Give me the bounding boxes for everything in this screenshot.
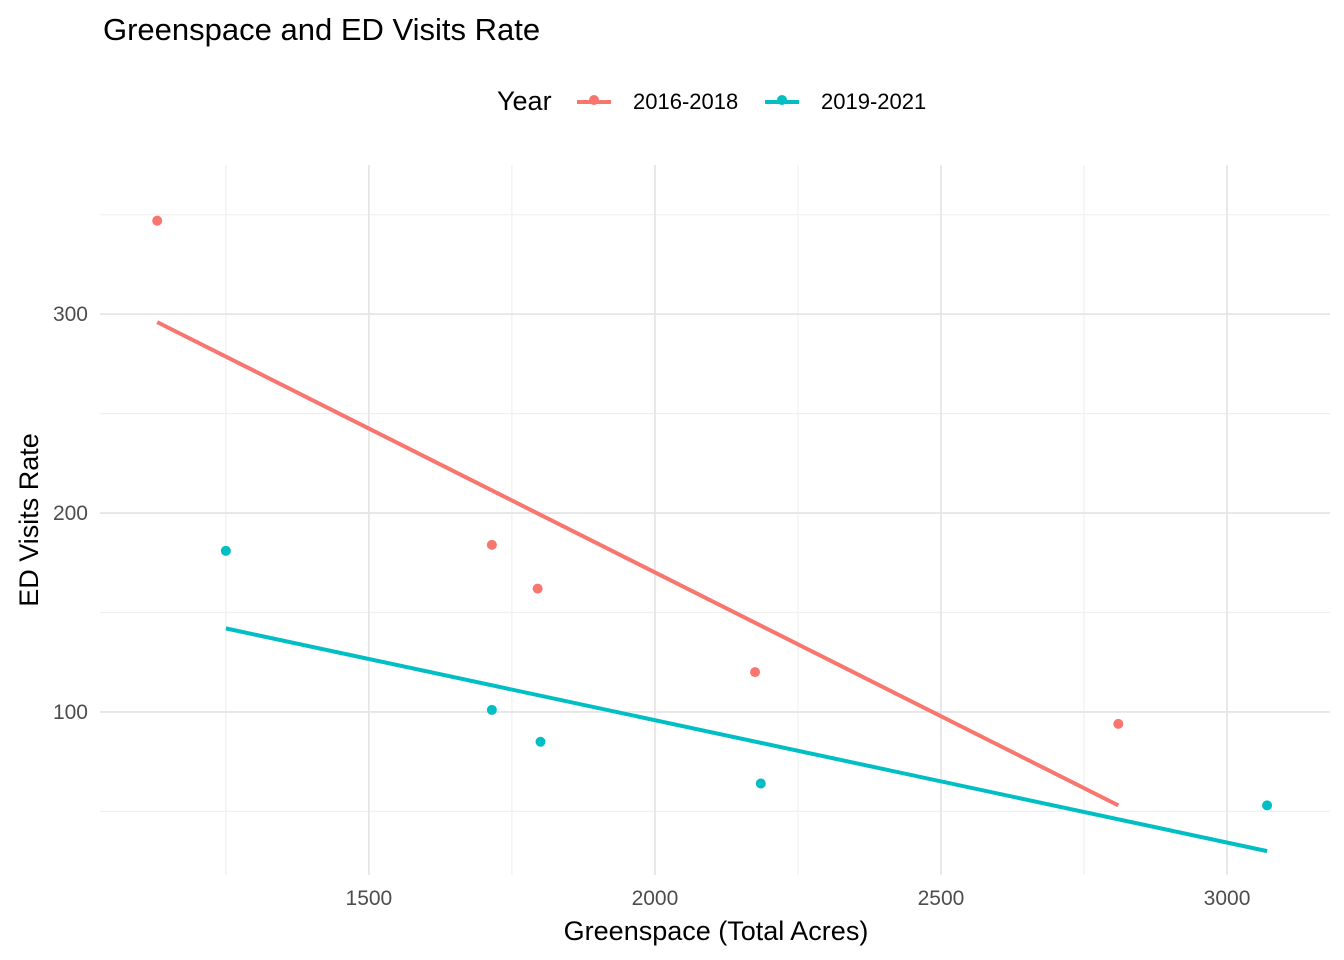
x-axis-title: Greenspace (Total Acres) [564, 916, 869, 946]
y-tick-label: 200 [53, 502, 88, 525]
point-2016-2018 [1113, 718, 1124, 729]
y-tick-label: 100 [53, 701, 88, 724]
legend-dot-2019-2021 [777, 95, 787, 105]
point-2019-2021 [755, 778, 766, 789]
y-axis-title: ED Visits Rate [14, 433, 44, 607]
data-points [152, 215, 1273, 811]
legend-title: Year [497, 86, 552, 116]
x-tick-label: 2000 [632, 887, 679, 910]
trend-line-2019-2021 [225, 626, 1268, 854]
legend: Year 2016-2018 2019-2021 [0, 84, 1344, 120]
trend-line-2016-2018 [156, 320, 1120, 808]
trend-lines [156, 320, 1268, 854]
legend-label-2019-2021: 2019-2021 [821, 89, 927, 114]
point-2019-2021 [1262, 800, 1273, 811]
legend-dot-2016-2018 [589, 95, 599, 105]
point-2019-2021 [535, 736, 546, 747]
grid [100, 165, 1330, 875]
point-2019-2021 [220, 545, 231, 556]
y-tick-label: 300 [53, 303, 88, 326]
x-tick-label: 1500 [346, 887, 393, 910]
y-tick-labels: 100 200 300 [53, 303, 88, 724]
chart-title: Greenspace and ED Visits Rate [103, 12, 541, 47]
x-tick-label: 3000 [1204, 887, 1251, 910]
point-2019-2021 [486, 704, 497, 715]
point-2016-2018 [152, 215, 163, 226]
legend-label-2016-2018: 2016-2018 [633, 89, 739, 114]
x-tick-labels: 1500 2000 2500 3000 [346, 887, 1251, 910]
point-2016-2018 [532, 583, 543, 594]
point-2016-2018 [750, 667, 761, 678]
point-2016-2018 [486, 539, 497, 550]
x-tick-label: 2500 [918, 887, 965, 910]
